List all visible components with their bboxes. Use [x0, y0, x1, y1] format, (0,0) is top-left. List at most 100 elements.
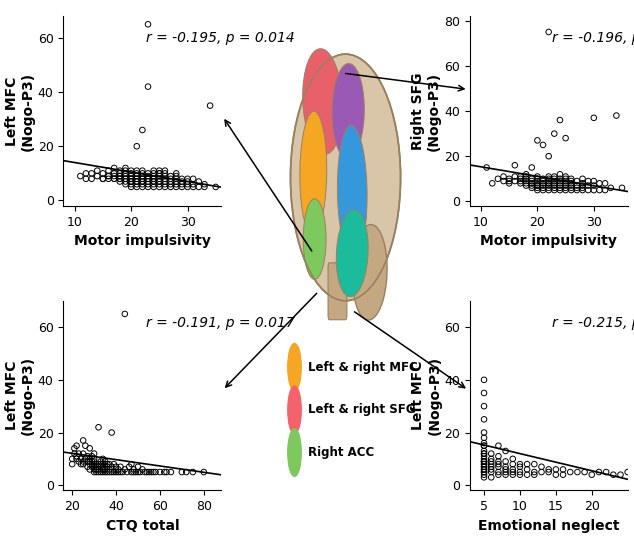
Point [617, 183, 627, 192]
Point [171, 180, 181, 189]
Point [148, 183, 158, 191]
Point [143, 172, 153, 181]
Point [522, 465, 532, 474]
Text: Right ACC: Right ACC [308, 446, 374, 459]
Point [515, 172, 526, 181]
Point [555, 175, 565, 183]
Point [117, 468, 127, 476]
Point [177, 177, 187, 186]
Point [81, 175, 91, 183]
Point [87, 452, 97, 460]
Point [103, 172, 113, 181]
Point [515, 460, 525, 468]
Point [86, 175, 96, 183]
Y-axis label: Right SFG
(Nogo-P3): Right SFG (Nogo-P3) [411, 72, 441, 150]
Point [205, 101, 215, 110]
Point [131, 468, 141, 476]
Point [92, 167, 102, 175]
Point [126, 175, 136, 183]
Y-axis label: Left MFC
(Nogo-P3): Left MFC (Nogo-P3) [411, 356, 441, 435]
Point [479, 465, 489, 474]
Point [515, 175, 526, 183]
X-axis label: Motor impulsivity: Motor impulsivity [480, 234, 617, 248]
Point [148, 167, 158, 175]
Text: Left & right SFG: Left & right SFG [308, 403, 415, 416]
Ellipse shape [290, 54, 401, 301]
Point [93, 423, 103, 432]
Point [148, 468, 158, 476]
Point [160, 167, 170, 175]
Point [560, 181, 571, 190]
Point [493, 471, 503, 479]
Point [515, 179, 526, 188]
Point [608, 471, 618, 479]
Point [493, 468, 503, 476]
Point [572, 183, 582, 192]
Point [498, 177, 508, 185]
Point [160, 175, 170, 183]
Point [583, 181, 593, 190]
Point [533, 183, 543, 192]
Point [89, 454, 99, 463]
Point [93, 460, 103, 468]
Circle shape [288, 429, 301, 476]
Point [572, 186, 582, 195]
Point [181, 468, 191, 476]
Point [578, 181, 588, 190]
Point [529, 468, 540, 476]
Point [142, 468, 152, 476]
Point [555, 183, 565, 192]
Point [129, 468, 139, 476]
Point [126, 169, 136, 178]
Point [479, 433, 489, 442]
Point [479, 439, 489, 447]
Point [113, 465, 124, 474]
Point [154, 180, 164, 189]
Point [100, 465, 110, 474]
Point [508, 460, 518, 468]
Point [555, 181, 565, 190]
Point [538, 186, 548, 195]
Point [89, 462, 99, 471]
Point [171, 172, 181, 181]
Point [572, 181, 582, 190]
Text: r = -0.215, p = 0.007: r = -0.215, p = 0.007 [552, 316, 634, 330]
Point [533, 177, 543, 185]
Point [486, 460, 496, 468]
Point [565, 468, 575, 476]
Point [210, 183, 221, 191]
Point [493, 462, 503, 471]
Point [81, 454, 91, 463]
Point [105, 460, 115, 468]
Ellipse shape [300, 111, 327, 234]
Point [583, 186, 593, 195]
Point [479, 450, 489, 458]
Point [154, 172, 164, 181]
Point [154, 175, 164, 183]
Point [98, 462, 108, 471]
Point [98, 454, 108, 463]
Point [543, 181, 553, 190]
Point [586, 471, 597, 479]
Point [109, 164, 119, 172]
Point [578, 186, 588, 195]
Point [566, 181, 576, 190]
Point [124, 462, 134, 471]
Point [543, 179, 553, 188]
Point [133, 462, 143, 471]
Point [111, 462, 121, 471]
Point [177, 468, 187, 476]
Point [479, 460, 489, 468]
Point [508, 465, 518, 474]
Point [132, 175, 142, 183]
Point [521, 175, 531, 183]
Point [82, 457, 93, 466]
Point [98, 468, 108, 476]
Point [508, 471, 518, 479]
Point [515, 462, 525, 471]
Point [479, 457, 489, 466]
Point [188, 183, 198, 191]
Point [579, 468, 590, 476]
Point [583, 177, 593, 185]
Point [103, 167, 113, 175]
